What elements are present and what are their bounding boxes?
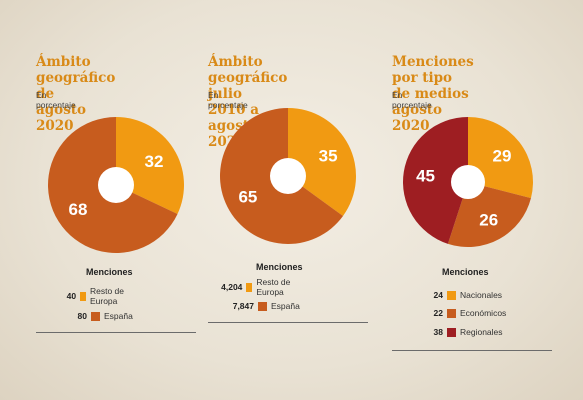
chart-subtitle: En porcentaje bbox=[208, 90, 248, 110]
slice-value-label: 45 bbox=[416, 166, 435, 185]
chart-title: Ámbito geográfico de agosto 2020 bbox=[36, 54, 116, 134]
divider bbox=[392, 350, 552, 351]
legend-count: 38 bbox=[433, 327, 443, 337]
chart-subtitle: En porcentaje bbox=[392, 90, 432, 110]
legend-count: 24 bbox=[433, 290, 443, 300]
legend-item-resto-de-europa: 4,204 Resto de Europa bbox=[220, 277, 298, 297]
donut-hole bbox=[451, 165, 485, 199]
legend-item-resto-de-europa: 40 Resto de Europa bbox=[56, 286, 131, 306]
slice-value-label: 65 bbox=[238, 187, 257, 206]
donut-hole bbox=[270, 158, 306, 194]
legend-label: Resto de Europa bbox=[89, 286, 124, 306]
divider bbox=[36, 332, 196, 333]
legend-item-economicos: 22 Económicos bbox=[410, 307, 507, 319]
donut-slice-regionales bbox=[402, 117, 468, 244]
donut-slice-resto-de-europa bbox=[288, 108, 356, 216]
legend-swatch bbox=[258, 301, 267, 311]
chart-subtitle: En porcentaje bbox=[36, 90, 76, 110]
legend-swatch bbox=[91, 311, 100, 321]
legend-label: España bbox=[271, 301, 300, 311]
slice-value-label: 68 bbox=[69, 200, 88, 219]
mentions-heading: Menciones bbox=[442, 267, 489, 277]
mentions-heading: Menciones bbox=[86, 267, 133, 277]
legend-count: 4,204 bbox=[221, 282, 243, 292]
chart-title: Menciones por tipo de medios agosto 2020 bbox=[392, 54, 474, 134]
legend-count: 40 bbox=[66, 291, 77, 301]
legend-label: España bbox=[104, 311, 133, 321]
legend-count: 22 bbox=[433, 308, 443, 318]
legend-count: 80 bbox=[77, 311, 87, 321]
legend-swatch bbox=[80, 291, 86, 301]
legend-count: 7,847 bbox=[232, 301, 254, 311]
legend-label: Económicos bbox=[460, 308, 507, 318]
legend-swatch bbox=[447, 290, 456, 300]
legend-item-nacionales: 24 Nacionales bbox=[410, 289, 503, 301]
legend-item-espana: 7,847 España bbox=[220, 300, 300, 312]
legend-swatch bbox=[447, 327, 456, 337]
slice-value-label: 26 bbox=[479, 211, 498, 230]
legend-label: Resto de Europa bbox=[256, 277, 291, 297]
divider bbox=[208, 322, 368, 323]
legend-swatch bbox=[246, 282, 253, 292]
legend-swatch bbox=[447, 308, 456, 318]
legend-item-regionales: 38 Regionales bbox=[410, 326, 503, 338]
slice-value-label: 32 bbox=[145, 152, 164, 171]
legend-label: Nacionales bbox=[460, 290, 503, 300]
mentions-heading: Menciones bbox=[256, 262, 303, 272]
donut-hole bbox=[98, 167, 134, 203]
legend-label: Regionales bbox=[460, 327, 503, 337]
slice-value-label: 35 bbox=[319, 147, 338, 166]
legend-item-espana: 80 España bbox=[56, 310, 133, 322]
slice-value-label: 29 bbox=[493, 147, 512, 166]
